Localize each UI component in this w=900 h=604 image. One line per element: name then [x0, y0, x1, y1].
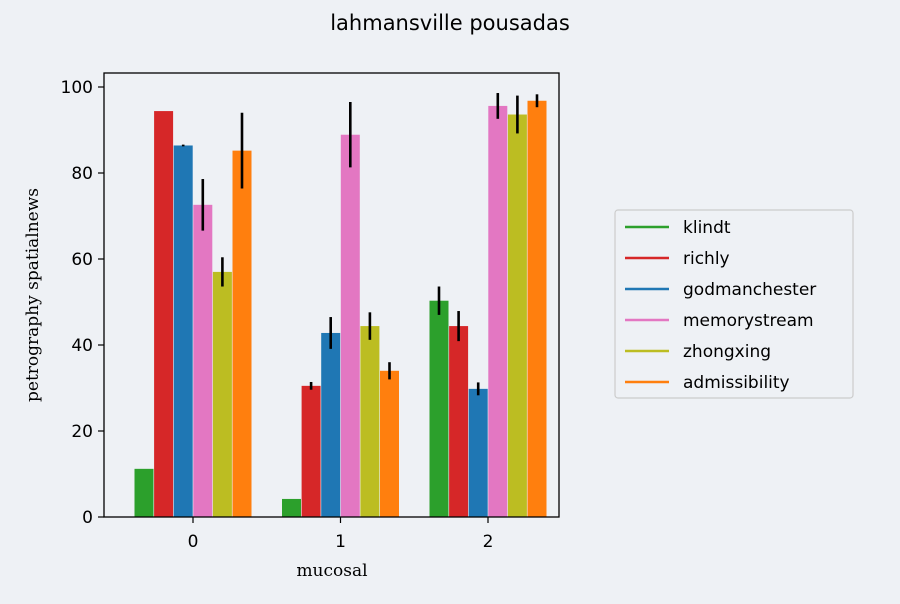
bar-zhongxing-0	[212, 271, 232, 517]
bar-zhongxing-2	[507, 114, 527, 518]
y-tick-label: 20	[71, 422, 93, 442]
bar-memorystream-0	[193, 204, 213, 517]
bar-memorystream-2	[488, 105, 508, 518]
plot-area: 0 20 40 60 80 100 0 1 2	[61, 72, 560, 552]
legend-label-admissibility: admissibility	[683, 373, 790, 393]
bar-admissibility-2	[527, 100, 547, 517]
y-tick-label: 60	[71, 250, 93, 270]
bar-klindt-0	[134, 468, 154, 517]
bar-admissibility-0	[232, 150, 252, 517]
y-tick-label: 80	[71, 164, 93, 184]
bar-admissibility-1	[380, 370, 399, 517]
legend-label-richly: richly	[683, 249, 730, 269]
bar-klindt-2	[429, 300, 449, 517]
y-axis-label: petrography spatialnews	[23, 188, 43, 402]
x-tick-label: 2	[483, 532, 494, 552]
bar-godmanchester-0	[173, 145, 193, 518]
bar-zhongxing-1	[360, 326, 380, 517]
bar-memorystream-1	[340, 134, 360, 518]
y-tick-label: 40	[71, 336, 93, 356]
bar-richly-0	[154, 111, 174, 517]
y-tick-label: 100	[61, 78, 93, 98]
bar-godmanchester-2	[468, 388, 488, 517]
legend-box	[614, 209, 854, 399]
bar-richly-1	[301, 385, 321, 517]
legend-label-zhongxing: zhongxing	[683, 342, 771, 362]
legend-label-godmanchester: godmanchester	[683, 280, 816, 300]
bar-godmanchester-1	[321, 332, 341, 517]
legend-label-klindt: klindt	[683, 218, 731, 238]
y-tick-label: 0	[82, 508, 93, 528]
legend-label-memorystream: memorystream	[683, 311, 814, 331]
chart-title: lahmansville pousadas	[330, 11, 570, 35]
bar-richly-2	[449, 326, 469, 517]
legend: klindt richly godmanchester memorystream zho…	[614, 209, 854, 399]
x-tick-label: 1	[335, 532, 346, 552]
x-tick-label: 0	[188, 532, 199, 552]
axes-frame	[103, 72, 560, 518]
x-axis-label: mucosal	[296, 561, 367, 581]
bar-klindt-1	[282, 498, 301, 517]
